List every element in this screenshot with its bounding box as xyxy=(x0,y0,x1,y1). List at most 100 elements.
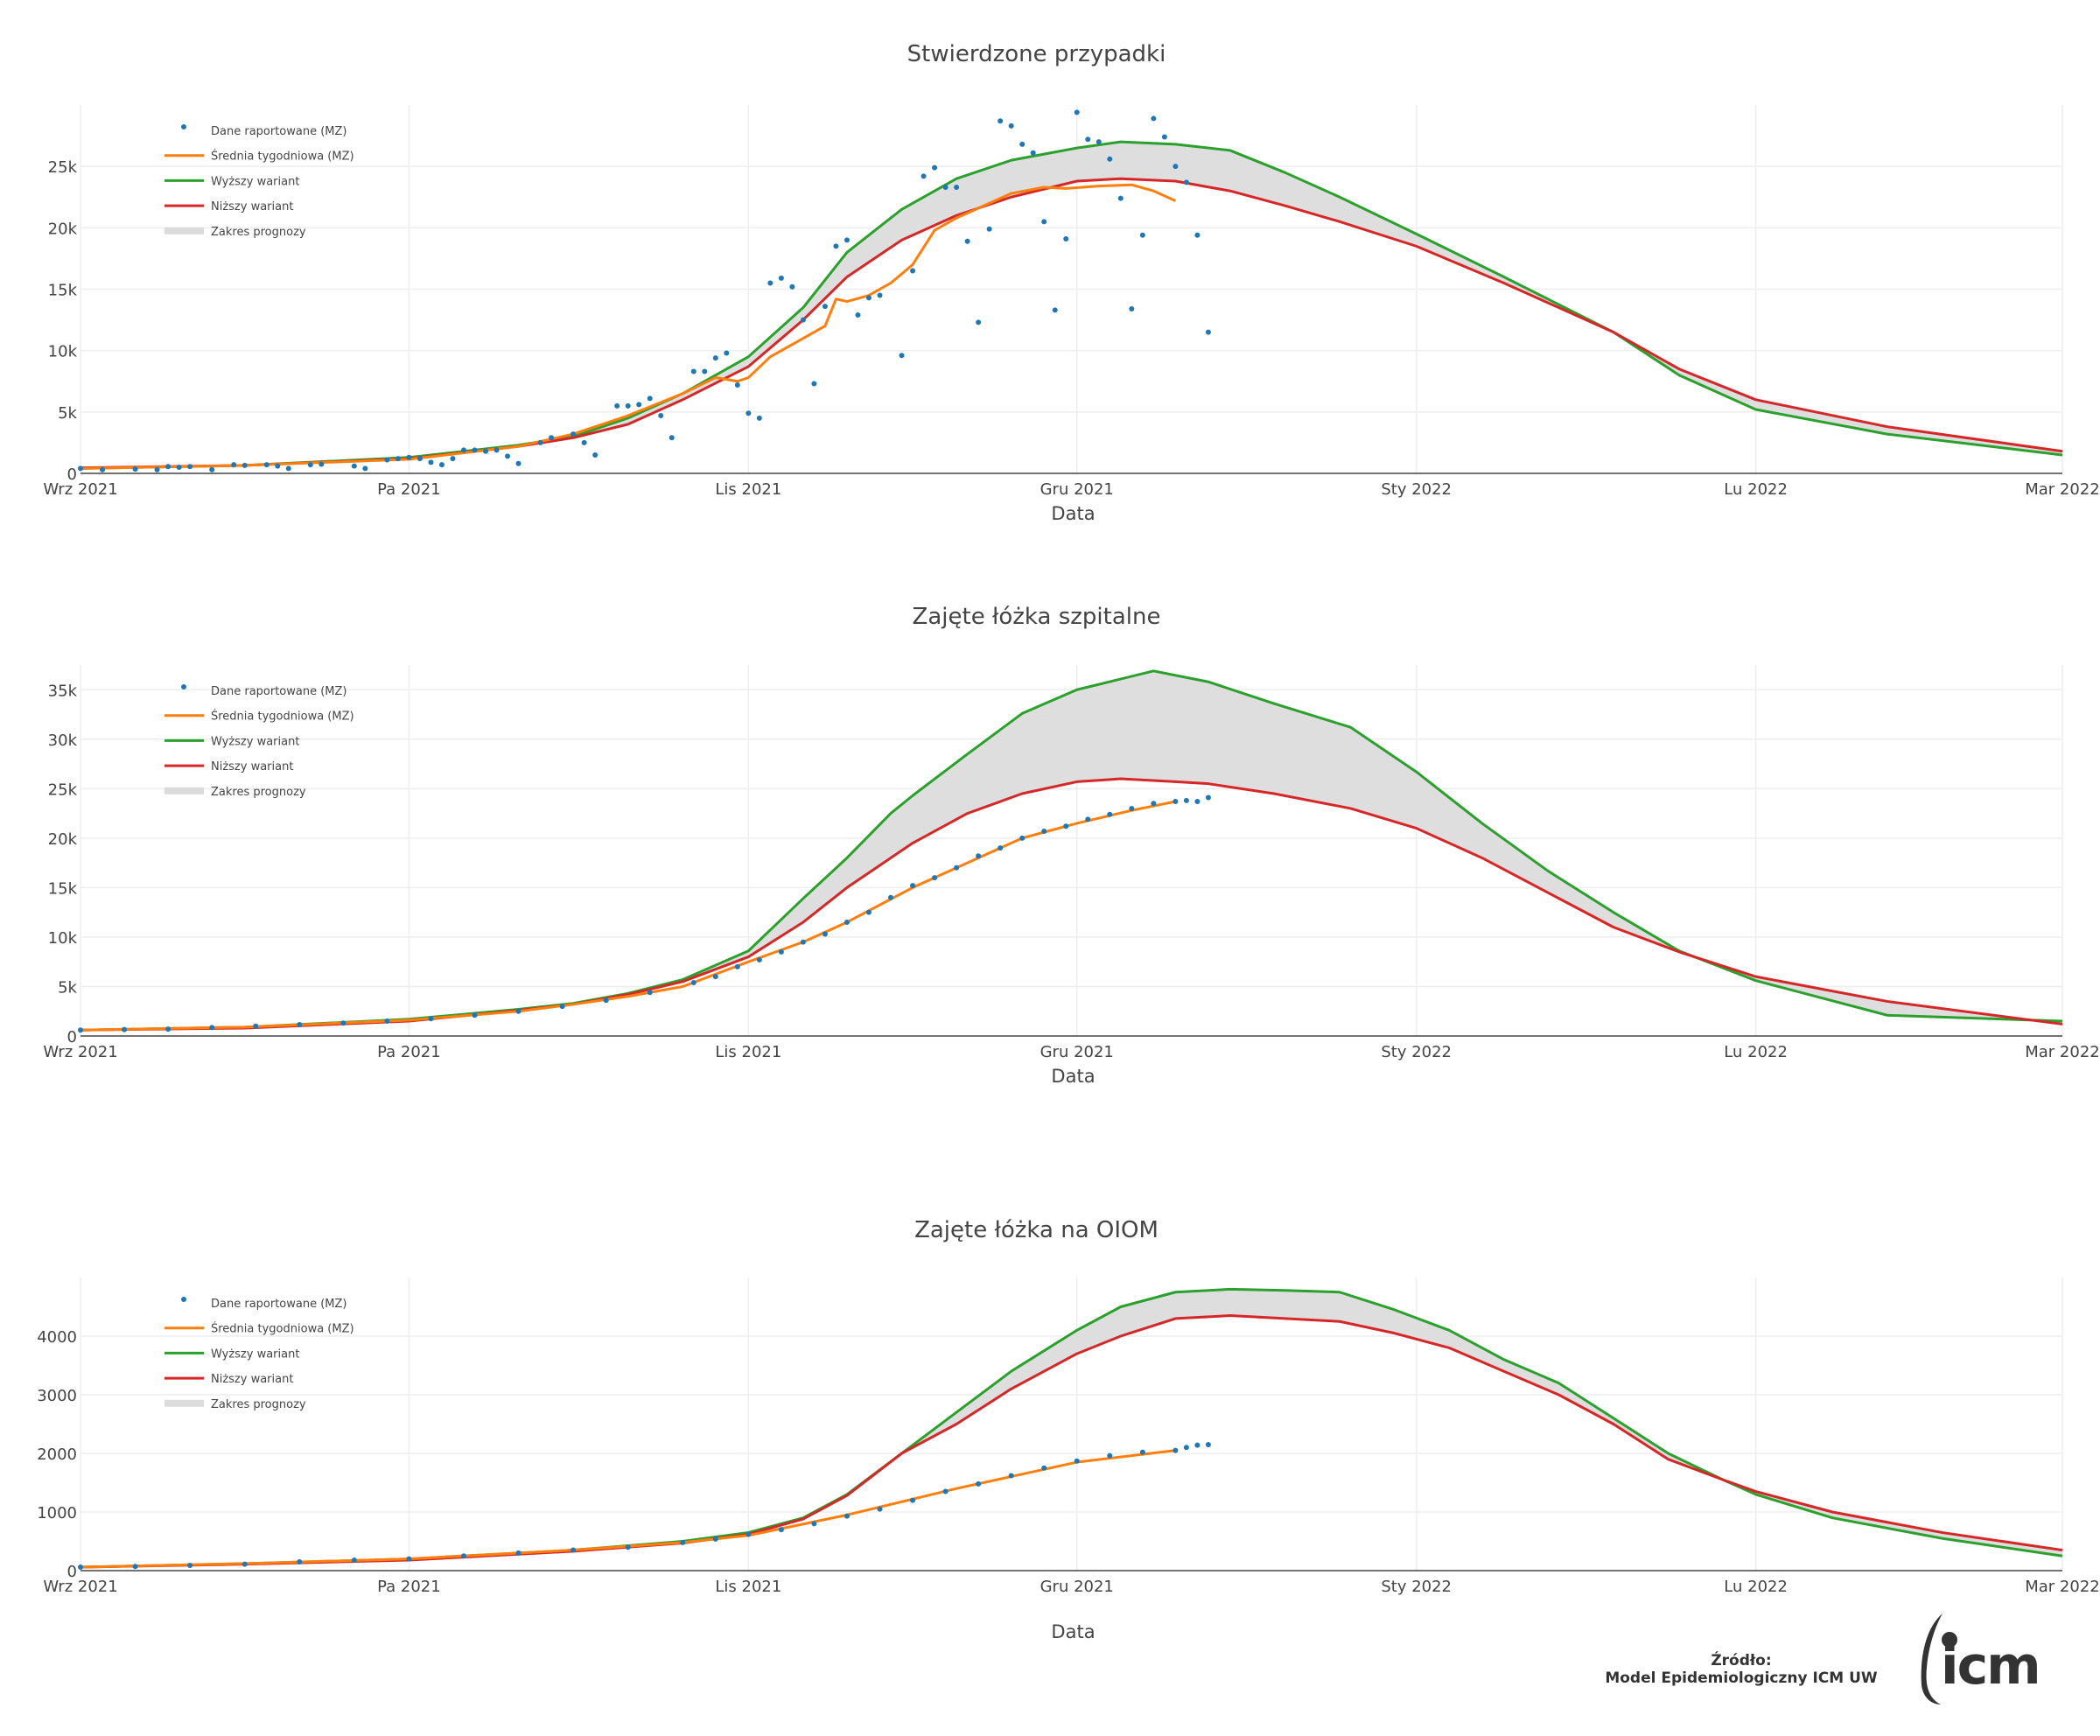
reported-data-point xyxy=(920,173,927,179)
y-tick-label: 20k xyxy=(48,220,78,238)
reported-data-point xyxy=(570,1547,577,1553)
reported-data-point xyxy=(746,410,752,416)
reported-data-point xyxy=(1172,1447,1179,1453)
reported-data-point xyxy=(187,1562,193,1568)
reported-data-point xyxy=(428,459,434,466)
x-tick-label: Wrz 2021 xyxy=(43,1578,117,1596)
x-tick-label: Gru 2021 xyxy=(1040,1578,1114,1596)
reported-data-point xyxy=(154,466,160,472)
weekly-average-line xyxy=(80,800,1176,1032)
y-tick-label: 1000 xyxy=(37,1504,77,1522)
reported-data-point xyxy=(318,461,325,467)
reported-data-point xyxy=(702,368,708,374)
reported-data-point xyxy=(1085,136,1091,143)
reported-data-point xyxy=(100,466,106,472)
reported-data-point xyxy=(964,238,970,244)
reported-data-point xyxy=(789,284,795,290)
legend-label: Wyższy wariant xyxy=(211,1348,299,1361)
reported-data-point xyxy=(1205,794,1211,801)
reported-data-point xyxy=(165,464,172,470)
reported-data-point xyxy=(690,368,696,374)
x-tick-label: Pa 2021 xyxy=(377,1578,441,1596)
reported-data-point xyxy=(998,845,1004,851)
reported-data-point xyxy=(472,1012,478,1018)
reported-data-point xyxy=(275,463,281,469)
reported-data-point xyxy=(636,402,642,408)
reported-data-point xyxy=(384,1018,390,1025)
legend-label: Dane raportowane (MZ) xyxy=(211,685,347,698)
legend-label: Zakres prognozy xyxy=(211,1398,306,1411)
reported-data-point xyxy=(1183,179,1189,186)
reported-data-point xyxy=(712,1536,718,1542)
upper-variant-line xyxy=(80,1287,2063,1569)
reported-data-point xyxy=(647,396,653,402)
reported-data-point xyxy=(351,463,357,469)
reported-data-point xyxy=(1107,1452,1113,1459)
x-tick-label: Gru 2021 xyxy=(1040,480,1114,499)
reported-data-point xyxy=(976,853,982,859)
source-text: Model Epidemiologiczny ICM UW xyxy=(1605,1670,1878,1687)
forecast-range-band xyxy=(80,670,2062,1031)
reported-data-point xyxy=(1041,828,1047,834)
reported-data-point xyxy=(844,237,850,243)
y-tick-label: 30k xyxy=(48,732,78,750)
reported-data-point xyxy=(231,462,237,468)
reported-data-point xyxy=(1008,1473,1014,1479)
y-tick-label: 15k xyxy=(48,282,78,300)
reported-data-point xyxy=(942,1488,948,1494)
chart-3: Zajęte łóżka na OIOM 0 1000 2000 3000 4000 Wrz… xyxy=(37,1217,2100,1642)
legend-band-icon xyxy=(164,787,204,794)
forecast-range-band xyxy=(80,142,2062,469)
y-tick-label: 5k xyxy=(58,404,77,423)
reported-data-point xyxy=(384,457,390,463)
reported-data-point xyxy=(1129,805,1135,811)
reported-data-point xyxy=(932,164,938,171)
legend-label: Niższy wariant xyxy=(211,200,293,214)
reported-data-point xyxy=(1107,156,1113,162)
reported-data-point xyxy=(1063,235,1069,242)
y-tick-label: 10k xyxy=(48,343,78,361)
legend-label: Wyższy wariant xyxy=(211,735,299,748)
reported-data-point xyxy=(1205,329,1211,335)
reported-data-point xyxy=(78,466,83,472)
reported-data-point xyxy=(690,979,696,985)
reported-data-point xyxy=(865,295,872,301)
reported-data-point xyxy=(1151,116,1157,122)
reported-data-point xyxy=(297,1021,303,1027)
reported-data-point xyxy=(855,312,861,318)
reported-data-point xyxy=(472,447,478,453)
reported-data-point xyxy=(625,1544,631,1550)
reported-data-point xyxy=(537,439,543,445)
y-tick-label: 0 xyxy=(67,1028,77,1046)
x-tick-label: Lu 2022 xyxy=(1724,1043,1788,1061)
reported-data-point xyxy=(1183,797,1189,803)
reported-data-point xyxy=(778,948,784,955)
lower-variant-line xyxy=(80,177,2063,470)
chart-title: Zajęte łóżka na OIOM xyxy=(914,1217,1158,1243)
y-tick-label: 10k xyxy=(48,929,78,948)
x-tick-label: Lu 2022 xyxy=(1724,1578,1788,1596)
reported-data-point xyxy=(680,1539,686,1545)
reported-data-point xyxy=(297,1558,303,1564)
icm-logo: icm xyxy=(1921,1614,2041,1704)
reported-data-point xyxy=(460,1553,466,1559)
source-note: Źródło: Model Epidemiologiczny ICM UW xyxy=(1558,1652,1925,1687)
legend-label: Średnia tygodniowa (MZ) xyxy=(211,1322,354,1336)
reported-data-point xyxy=(1194,232,1200,238)
upper-variant-line xyxy=(80,140,2063,470)
reported-data-point xyxy=(395,456,401,462)
reported-data-point xyxy=(187,464,193,470)
reported-data-point xyxy=(778,275,784,281)
reported-data-point xyxy=(833,243,839,249)
reported-data-point xyxy=(625,402,631,409)
reported-data-point xyxy=(263,462,270,468)
reported-data-point xyxy=(614,402,620,409)
legend: Dane raportowane (MZ) Średnia tygodniowa … xyxy=(164,124,354,239)
reported-data-point xyxy=(712,974,718,980)
legend-dot-icon xyxy=(181,1297,186,1302)
y-tick-label: 25k xyxy=(48,158,78,177)
reported-data-point xyxy=(122,1026,128,1032)
reported-data-point xyxy=(1074,1458,1080,1464)
reported-data-point xyxy=(515,1008,522,1014)
reported-data-point xyxy=(756,956,762,962)
